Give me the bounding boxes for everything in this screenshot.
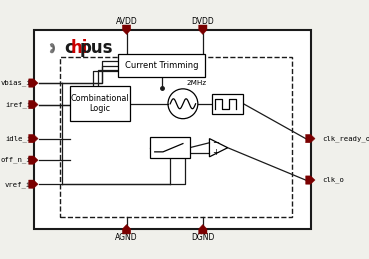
Polygon shape: [123, 25, 131, 34]
Text: 2MHz: 2MHz: [186, 80, 206, 86]
Text: iref_i: iref_i: [5, 101, 31, 108]
Text: Combinational
Logic: Combinational Logic: [71, 94, 129, 113]
Polygon shape: [123, 225, 131, 234]
Polygon shape: [199, 225, 207, 234]
Polygon shape: [29, 134, 38, 143]
Bar: [150, 137, 190, 159]
Polygon shape: [29, 156, 38, 164]
Text: c: c: [64, 39, 74, 57]
Text: DGND: DGND: [191, 233, 214, 242]
Text: clk_o: clk_o: [322, 177, 344, 183]
Bar: [70, 86, 130, 121]
Text: Current Trimming: Current Trimming: [125, 61, 199, 70]
Text: vbias_i: vbias_i: [1, 80, 31, 86]
Bar: [212, 94, 244, 114]
Text: +: +: [212, 148, 219, 157]
Polygon shape: [306, 134, 315, 143]
Text: vref_i: vref_i: [5, 181, 31, 188]
Polygon shape: [29, 79, 38, 87]
Text: DVDD: DVDD: [192, 17, 214, 26]
Text: pus: pus: [80, 39, 114, 57]
Text: off_n_i: off_n_i: [1, 157, 31, 163]
Text: hi: hi: [70, 39, 88, 57]
Polygon shape: [199, 25, 207, 34]
Bar: [118, 54, 205, 77]
Text: AVDD: AVDD: [115, 17, 137, 26]
Text: −: −: [212, 138, 219, 147]
Bar: [60, 56, 292, 217]
Text: AGND: AGND: [115, 233, 138, 242]
Polygon shape: [29, 100, 38, 109]
Polygon shape: [306, 176, 315, 184]
Polygon shape: [29, 180, 38, 188]
Text: idle_i: idle_i: [5, 135, 31, 142]
Text: clk_ready_o: clk_ready_o: [322, 135, 369, 142]
